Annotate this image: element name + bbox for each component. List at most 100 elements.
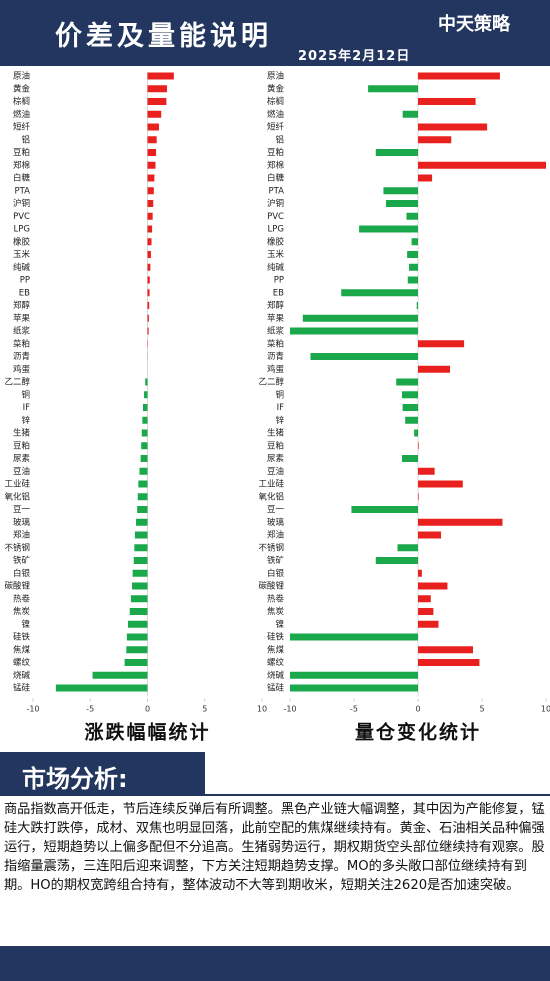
bar <box>310 353 418 360</box>
bar <box>418 620 439 628</box>
category-label: 豆粕 <box>13 147 30 158</box>
bar <box>418 136 452 144</box>
category-label: 铁矿 <box>13 555 31 566</box>
bar <box>351 506 418 513</box>
bar <box>147 314 149 322</box>
x-tick-label: 10 <box>257 704 267 713</box>
category-label: 螺纹 <box>267 657 285 668</box>
category-label: 菜粕 <box>267 338 284 349</box>
bar <box>147 289 150 297</box>
category-label: 白银 <box>267 568 285 579</box>
category-label: 苹果 <box>13 313 31 324</box>
x-tick-label: -5 <box>350 704 358 713</box>
category-label: 苹果 <box>267 313 285 324</box>
chart-title: 涨跌幅幅统计 <box>84 721 210 744</box>
date: 2025年2月12日 <box>298 49 411 64</box>
category-label: 乙二醇 <box>258 377 284 388</box>
category-label: 短纤 <box>267 122 285 133</box>
category-label: 纯碱 <box>13 262 31 273</box>
bar <box>418 531 442 539</box>
category-label: 铜 <box>275 389 284 400</box>
bar <box>147 187 154 195</box>
x-tick-label: 0 <box>415 704 420 713</box>
bar <box>147 98 167 105</box>
bar <box>383 187 418 195</box>
bar <box>386 200 418 207</box>
bar <box>147 327 149 335</box>
category-label: 铜 <box>21 389 30 400</box>
bar <box>396 378 418 386</box>
bar <box>411 238 418 246</box>
category-label: 硅铁 <box>267 632 285 643</box>
category-label: 不锈钢 <box>258 542 284 553</box>
bar <box>402 455 418 462</box>
category-label: 氧化铝 <box>258 491 284 502</box>
bar <box>409 263 418 271</box>
category-label: 烧碱 <box>267 670 285 681</box>
category-label: PTA <box>15 186 31 196</box>
bar <box>290 633 418 641</box>
category-label: 燃油 <box>267 109 284 120</box>
category-label: 锰硅 <box>267 683 285 694</box>
bar <box>359 225 418 233</box>
category-label: PVC <box>13 212 30 222</box>
bar <box>147 72 174 80</box>
bar <box>132 569 148 577</box>
x-tick-label: -10 <box>283 704 296 713</box>
bar <box>132 582 148 590</box>
category-label: 锌 <box>275 415 284 426</box>
category-label: 豆一 <box>13 505 31 515</box>
bar <box>147 225 153 233</box>
category-label: EB <box>273 288 284 298</box>
bar <box>397 544 418 552</box>
category-label: 沥青 <box>13 351 30 362</box>
bar <box>124 659 148 666</box>
bar <box>414 429 418 437</box>
bar <box>418 98 476 105</box>
category-label: 短纤 <box>13 122 31 133</box>
bar <box>55 684 148 692</box>
bar <box>147 174 155 182</box>
category-label: 螺纹 <box>13 657 31 668</box>
category-label: 橡胶 <box>267 236 285 247</box>
category-label: 郑醇 <box>267 300 285 311</box>
bar <box>147 149 157 156</box>
bar <box>418 365 450 373</box>
category-label: 锰硅 <box>13 683 31 694</box>
category-label: 豆油 <box>267 466 284 477</box>
bar <box>138 480 148 488</box>
bar <box>126 646 148 654</box>
bar <box>402 404 418 411</box>
analysis-text: 商品指数高开低走，节后连续反弹后有所调整。黑色产业链大幅调整，其中因为产能修复，… <box>4 802 545 893</box>
title: 价差及量能说明 <box>55 21 272 52</box>
x-tick-label: 5 <box>479 704 484 713</box>
bar <box>147 161 156 169</box>
bar <box>418 467 435 475</box>
bar <box>418 659 480 666</box>
category-label: 工业硅 <box>4 479 30 490</box>
category-label: 玉米 <box>13 249 31 260</box>
category-label: 沪铜 <box>13 198 30 209</box>
category-label: 焦炭 <box>13 606 31 617</box>
category-label: 铝 <box>275 134 284 145</box>
bar <box>418 123 488 131</box>
category-label: 黄金 <box>13 83 31 94</box>
category-label: 热卷 <box>267 593 285 604</box>
category-label: 尿素 <box>267 453 285 464</box>
category-label: 豆油 <box>13 466 30 477</box>
section-title: 市场分析: <box>22 765 128 793</box>
bar <box>418 569 422 577</box>
category-label: 硅铁 <box>13 632 31 643</box>
category-label: 乙二醇 <box>4 377 30 388</box>
category-label: 沥青 <box>267 351 284 362</box>
bar <box>126 633 148 641</box>
category-label: 原油 <box>267 71 284 82</box>
bar <box>134 531 148 539</box>
category-label: LPG <box>14 225 30 235</box>
category-label: 郑棉 <box>13 160 30 171</box>
category-label: 焦煤 <box>13 644 31 655</box>
bar <box>145 378 148 386</box>
bar <box>418 518 503 526</box>
x-tick-label: 0 <box>145 704 150 713</box>
